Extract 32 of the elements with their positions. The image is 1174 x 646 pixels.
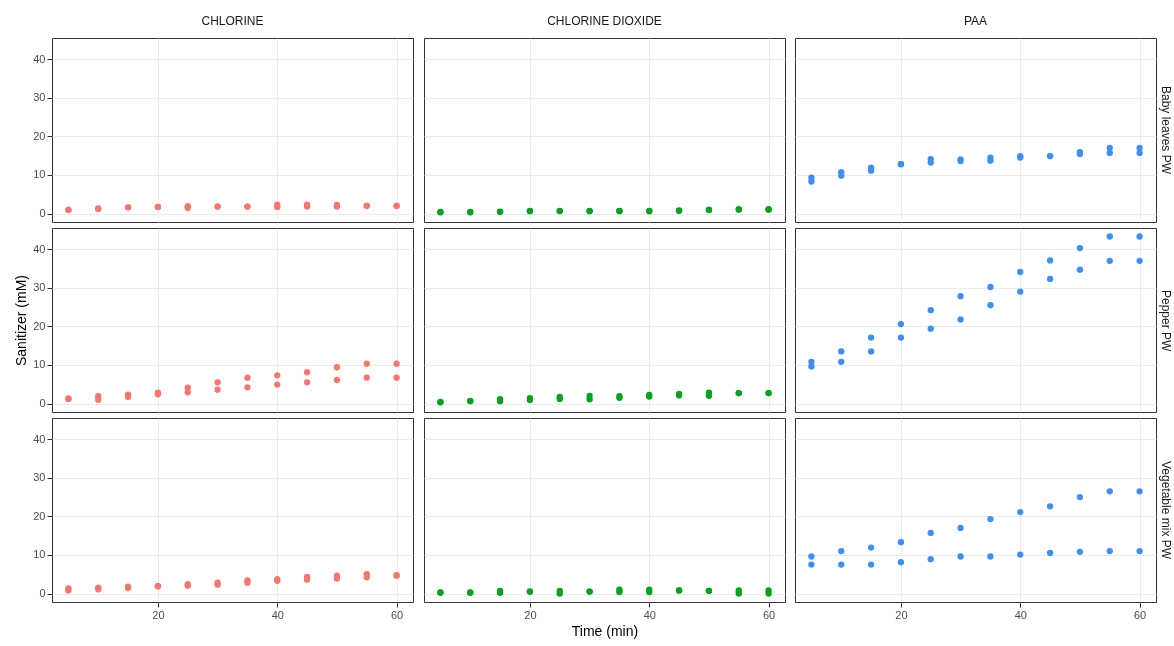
y-tick-label: 20 [33, 129, 46, 142]
y-tick-label: 10 [33, 168, 46, 181]
y-tick-label: 0 [39, 587, 46, 600]
x-tick-label: 60 [1133, 608, 1147, 621]
x-tick-label: 60 [390, 608, 404, 621]
x-tick-label: 20 [152, 608, 165, 621]
y-tick-label: 0 [39, 397, 46, 410]
x-tick-label: 20 [895, 608, 908, 621]
y-tick-label: 40 [33, 242, 46, 255]
y2-axis-title: Baby leaves PW [1159, 86, 1173, 175]
y-tick-label: 0 [39, 207, 46, 220]
y-tick-label: 30 [33, 91, 46, 104]
chart-title: PAA [963, 14, 988, 28]
y2-axis-title: Vegetable mix PW [1159, 461, 1173, 560]
x-tick-label: 60 [762, 608, 776, 621]
y-tick-label: 30 [33, 471, 46, 484]
chart-title: CHLORINE DIOXIDE [547, 14, 662, 28]
y2-axis-title: Pepper PW [1159, 289, 1173, 351]
y-tick-label: 40 [33, 52, 46, 65]
y-tick-label: 40 [33, 432, 46, 445]
y-tick-label: 30 [33, 281, 46, 294]
y-tick-label: 10 [33, 358, 46, 371]
y-axis-title: Sanitizer (mM) [13, 274, 30, 367]
y-tick-label: 20 [33, 509, 46, 522]
y-tick-label: 20 [33, 319, 46, 332]
x-tick-label: 40 [1014, 608, 1027, 621]
x-tick-label: 40 [271, 608, 284, 621]
x-tick-label: 40 [643, 608, 656, 621]
x-axis-title: Time (min) [571, 622, 639, 639]
y-tick-label: 10 [33, 548, 46, 561]
x-tick-label: 20 [524, 608, 537, 621]
chart-title: CHLORINE [201, 14, 264, 28]
